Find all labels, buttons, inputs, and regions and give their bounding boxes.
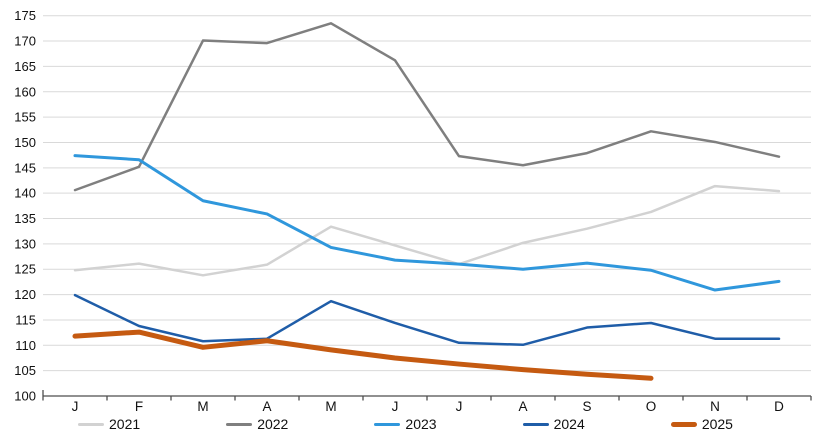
legend-label-2024: 2024 xyxy=(553,416,585,432)
x-axis-label-3: M xyxy=(197,399,208,414)
y-axis-label-150: 150 xyxy=(14,135,36,150)
y-axis-label-100: 100 xyxy=(14,389,36,404)
y-axis-label-110: 110 xyxy=(15,338,36,353)
x-axis-label-8: A xyxy=(518,399,527,414)
series-line-2022 xyxy=(73,22,781,192)
legend-item-2025: 2025 xyxy=(670,416,733,432)
legend-label-2021: 2021 xyxy=(109,416,141,432)
y-axis-label-125: 125 xyxy=(14,262,36,277)
y-axis-label-140: 140 xyxy=(14,186,36,201)
legend-item-2021: 2021 xyxy=(78,416,140,432)
legend-item-2023: 2023 xyxy=(374,416,437,432)
legend-swatch-2021 xyxy=(78,422,104,426)
x-axis-label-7: J xyxy=(456,399,463,414)
y-axis-label-135: 135 xyxy=(14,211,36,226)
x-axis-label-6: J xyxy=(392,399,399,414)
chart-legend: 2021 2022 2023 2024 2025 xyxy=(78,416,733,432)
legend-swatch-2022 xyxy=(226,422,253,426)
x-axis-label-9: S xyxy=(582,399,591,414)
y-axis-label-160: 160 xyxy=(14,84,36,99)
y-axis-label-165: 165 xyxy=(14,59,36,74)
legend-label-2025: 2025 xyxy=(701,416,733,432)
x-axis-label-10: O xyxy=(646,399,657,414)
legend-swatch-2025 xyxy=(670,421,697,427)
y-axis-label-170: 170 xyxy=(14,34,36,49)
x-axis-label-1: J xyxy=(72,399,79,414)
legend-swatch-2024 xyxy=(522,422,549,426)
y-axis-label-175: 175 xyxy=(14,8,36,23)
legend-label-2023: 2023 xyxy=(405,416,437,432)
y-axis-label-145: 145 xyxy=(14,160,36,175)
y-axis-label-130: 130 xyxy=(14,236,36,251)
y-axis-label-155: 155 xyxy=(14,110,36,125)
series-line-2021 xyxy=(73,184,781,277)
legend-item-2024: 2024 xyxy=(522,416,585,432)
series-line-2025 xyxy=(72,329,654,381)
legend-swatch-2023 xyxy=(374,422,401,426)
series-line-2023 xyxy=(73,154,781,292)
x-axis-label-12: D xyxy=(774,399,784,414)
x-axis-label-2: F xyxy=(135,399,143,414)
x-axis-label-4: A xyxy=(262,399,271,414)
y-axis-label-115: 115 xyxy=(15,312,36,327)
series-line-2024 xyxy=(73,293,781,347)
y-axis-label-120: 120 xyxy=(14,287,36,302)
x-axis-label-5: M xyxy=(325,399,336,414)
legend-label-2022: 2022 xyxy=(257,416,289,432)
x-axis-label-11: N xyxy=(710,399,720,414)
y-axis-label-105: 105 xyxy=(14,363,36,378)
legend-item-2022: 2022 xyxy=(226,416,288,432)
